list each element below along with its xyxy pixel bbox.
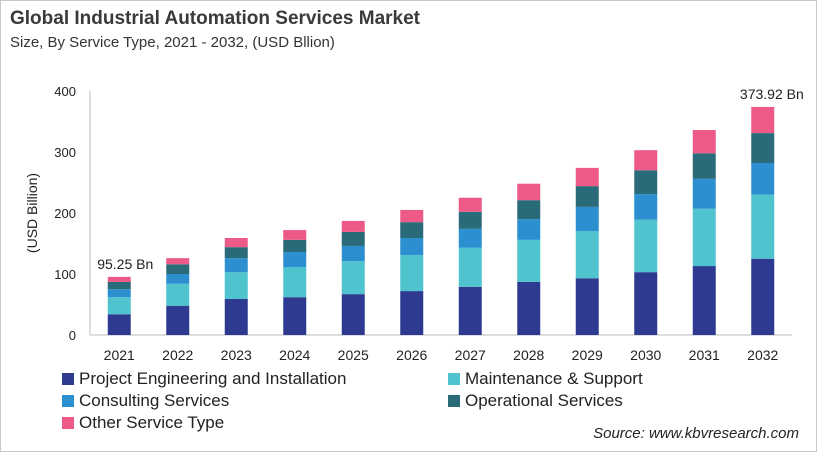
- x-tick-label: 2022: [162, 347, 193, 363]
- x-tick-label: 2031: [689, 347, 720, 363]
- bar-segment: [166, 274, 190, 284]
- y-tick-label: 0: [69, 328, 76, 343]
- bar-segment: [107, 314, 131, 335]
- y-tick-label: 300: [54, 145, 76, 160]
- bar-segment: [166, 305, 190, 335]
- bar-segment: [751, 258, 775, 335]
- bar-segment: [634, 219, 658, 273]
- x-tick-label: 2028: [513, 347, 544, 363]
- bar-segment: [458, 211, 482, 229]
- bar-segment: [517, 219, 541, 240]
- bar-segment: [751, 106, 775, 134]
- bar-segment: [400, 255, 424, 292]
- bar-segment: [634, 170, 658, 195]
- bar-segment: [634, 194, 658, 220]
- bar-segment: [400, 209, 424, 223]
- bar-segment: [400, 222, 424, 239]
- data-label: 95.25 Bn: [97, 256, 153, 272]
- bar-segment: [751, 133, 775, 163]
- bar-segment: [224, 258, 248, 273]
- bar-segment: [751, 194, 775, 259]
- legend-item: Operational Services: [448, 391, 623, 411]
- legend-label: Consulting Services: [79, 391, 230, 410]
- x-tick-label: 2032: [747, 347, 778, 363]
- bar-segment: [166, 258, 190, 265]
- bar-segment: [166, 264, 190, 274]
- bar-segment: [283, 230, 307, 240]
- legend-swatch: [62, 417, 74, 429]
- bar-segment: [341, 261, 365, 295]
- bar-segment: [692, 130, 716, 154]
- bar-segment: [575, 167, 599, 187]
- bar-segment: [575, 278, 599, 335]
- bar-segment: [283, 267, 307, 298]
- y-tick-label: 200: [54, 206, 76, 221]
- x-tick-label: 2030: [630, 347, 661, 363]
- bar-segment: [458, 228, 482, 248]
- x-tick-label: 2026: [396, 347, 427, 363]
- bar-segment: [517, 239, 541, 282]
- legend-label: Maintenance & Support: [465, 369, 643, 388]
- bar-segment: [692, 153, 716, 179]
- bar-segment: [634, 150, 658, 171]
- bar-segment: [458, 197, 482, 212]
- bar-segment: [166, 283, 190, 306]
- legend-item: Consulting Services: [62, 391, 229, 411]
- bar-segment: [517, 200, 541, 220]
- legend-swatch: [62, 373, 74, 385]
- bar-segment: [634, 272, 658, 335]
- bar-segment: [341, 245, 365, 262]
- legend-label: Other Service Type: [79, 413, 225, 432]
- bar-segment: [458, 247, 482, 287]
- x-tick-label: 2023: [221, 347, 252, 363]
- bar-segment: [283, 252, 307, 268]
- bar-segment: [575, 206, 599, 232]
- bar-segment: [224, 247, 248, 259]
- x-tick-label: 2025: [338, 347, 369, 363]
- bar-segment: [751, 162, 775, 195]
- bar-segment: [458, 286, 482, 335]
- chart-title: Global Industrial Automation Services Ma…: [10, 8, 421, 29]
- legend-swatch: [448, 395, 460, 407]
- x-tick-label: 2024: [279, 347, 310, 363]
- bar-segment: [107, 297, 131, 315]
- bar-segment: [283, 297, 307, 335]
- bar-segment: [224, 272, 248, 300]
- legend-item: Project Engineering and Installation: [62, 369, 346, 389]
- bar-segment: [517, 281, 541, 335]
- chart-subtitle: Size, By Service Type, 2021 - 2032, (USD…: [10, 34, 335, 51]
- legend-item: Other Service Type: [62, 413, 224, 433]
- source-note: Source: www.kbvresearch.com: [593, 425, 799, 442]
- y-axis-label: (USD Billion): [24, 173, 40, 253]
- bar-segment: [575, 231, 599, 279]
- bar-segment: [341, 220, 365, 232]
- data-label: 373.92 Bn: [740, 86, 804, 102]
- legend-item: Maintenance & Support: [448, 369, 643, 389]
- bar-segment: [224, 299, 248, 335]
- bar-segment: [517, 183, 541, 201]
- legend-swatch: [448, 373, 460, 385]
- y-tick-label: 100: [54, 267, 76, 282]
- x-tick-label: 2021: [104, 347, 135, 363]
- bar-segment: [692, 266, 716, 335]
- x-tick-label: 2027: [455, 347, 486, 363]
- bar-segment: [341, 231, 365, 246]
- bar-segment: [107, 289, 131, 298]
- bar-segment: [400, 238, 424, 256]
- y-tick-label: 400: [54, 84, 76, 99]
- legend-swatch: [62, 395, 74, 407]
- x-tick-label: 2029: [572, 347, 603, 363]
- bar-segment: [692, 208, 716, 267]
- bar-segment: [224, 238, 248, 248]
- legend-label: Project Engineering and Installation: [79, 369, 347, 388]
- bar-segment: [692, 178, 716, 209]
- bar-segment: [341, 294, 365, 335]
- bar-segment: [107, 276, 131, 282]
- legend-label: Operational Services: [465, 391, 623, 410]
- bar-segment: [283, 239, 307, 253]
- bar-segment: [575, 186, 599, 207]
- bar-segment: [400, 291, 424, 335]
- bar-segment: [107, 281, 131, 290]
